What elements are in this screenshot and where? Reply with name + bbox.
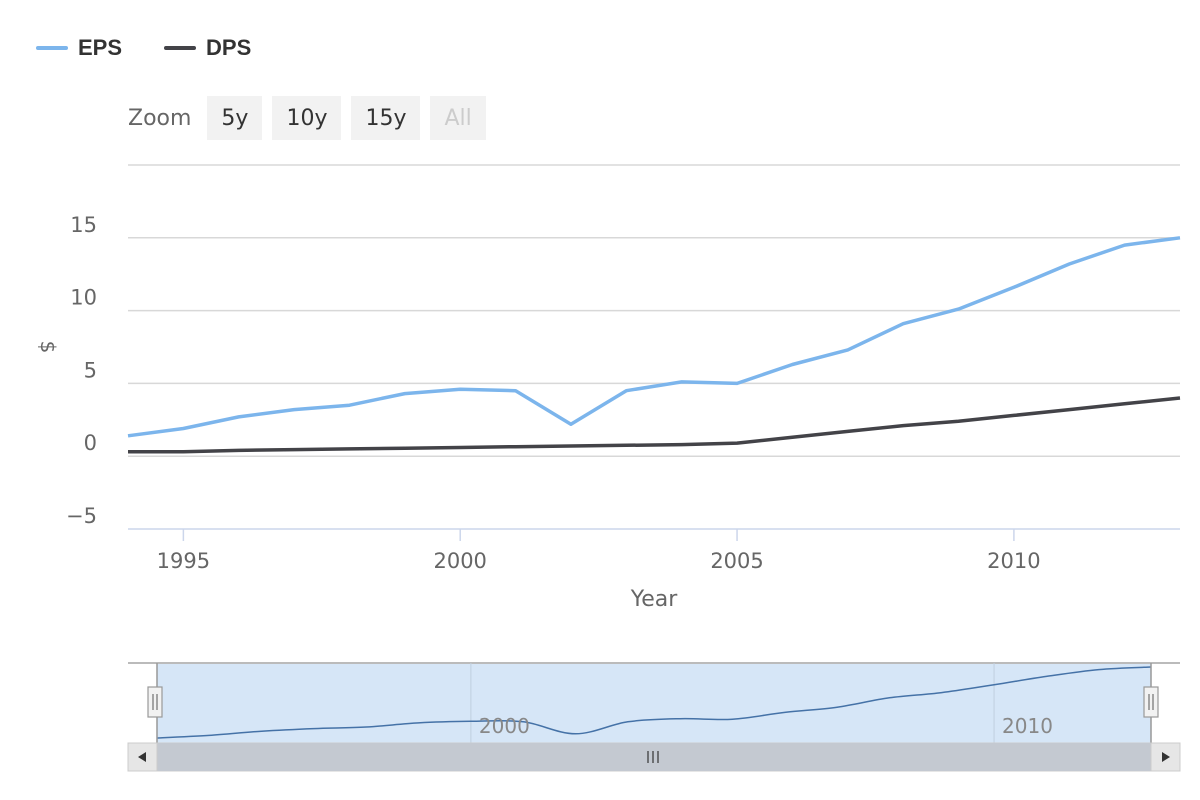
series-lines	[127, 236, 1181, 454]
navigator-series-line	[156, 666, 1152, 739]
navigator-tick-label: 2010	[1002, 714, 1053, 738]
series-line-dps[interactable]	[128, 396, 1181, 454]
x-axis-title: Year	[630, 587, 679, 612]
navigator-selected-mask[interactable]	[157, 663, 1151, 743]
zoom-5y-button[interactable]: 5y	[207, 96, 263, 140]
scrollbar	[127, 742, 1181, 772]
y-tick-label: −5	[66, 504, 97, 528]
y-tick-label: 5	[84, 358, 97, 382]
arrow-right-icon	[1162, 752, 1170, 762]
scrollbar-thumb[interactable]	[157, 743, 1151, 771]
x-tick-label: 2000	[433, 549, 486, 573]
gridlines	[128, 164, 1180, 457]
range-selector: Zoom 5y 10y 15y All	[128, 96, 496, 140]
y-tick-label: 0	[84, 431, 97, 455]
x-tick-label: 2005	[710, 549, 763, 573]
navigator-left-handle[interactable]	[147, 686, 163, 718]
legend-item-eps[interactable]: EPS	[36, 35, 122, 61]
navigator: 2000 2010	[128, 662, 1180, 743]
y-tick-label: 10	[70, 286, 97, 310]
legend-label-eps: EPS	[78, 35, 123, 60]
legend-swatch-eps	[36, 46, 68, 50]
navigator-gridlines	[470, 663, 995, 743]
legend-item-dps[interactable]: DPS	[164, 35, 251, 61]
navigator-tick-label: 2000	[479, 714, 530, 738]
zoom-10y-button[interactable]: 10y	[272, 96, 342, 140]
y-axis-labels: −5 0 5 10 15	[66, 213, 97, 528]
scrollbar-grip-icon	[647, 751, 659, 763]
zoom-label: Zoom	[128, 105, 192, 131]
x-tick-label: 2010	[987, 549, 1040, 573]
legend-label-dps: DPS	[206, 35, 252, 60]
arrow-left-icon	[138, 752, 146, 762]
zoom-all-button: All	[430, 96, 486, 140]
navigator-axis-labels: 2000 2010	[479, 714, 1053, 738]
x-tick-label: 1995	[157, 549, 210, 573]
legend: EPS DPS	[36, 30, 293, 66]
scrollbar-right-button[interactable]	[1150, 742, 1181, 772]
legend-swatch-dps	[164, 46, 197, 50]
x-axis-ticks	[182, 529, 1015, 541]
y-axis-title: $	[36, 341, 60, 354]
zoom-15y-button[interactable]: 15y	[351, 96, 421, 140]
navigator-right-handle[interactable]	[1143, 686, 1159, 718]
x-axis-labels: 1995 2000 2005 2010	[157, 549, 1041, 573]
series-line-eps[interactable]	[127, 236, 1181, 438]
y-tick-label: 15	[70, 213, 97, 237]
scrollbar-left-button[interactable]	[127, 742, 158, 772]
